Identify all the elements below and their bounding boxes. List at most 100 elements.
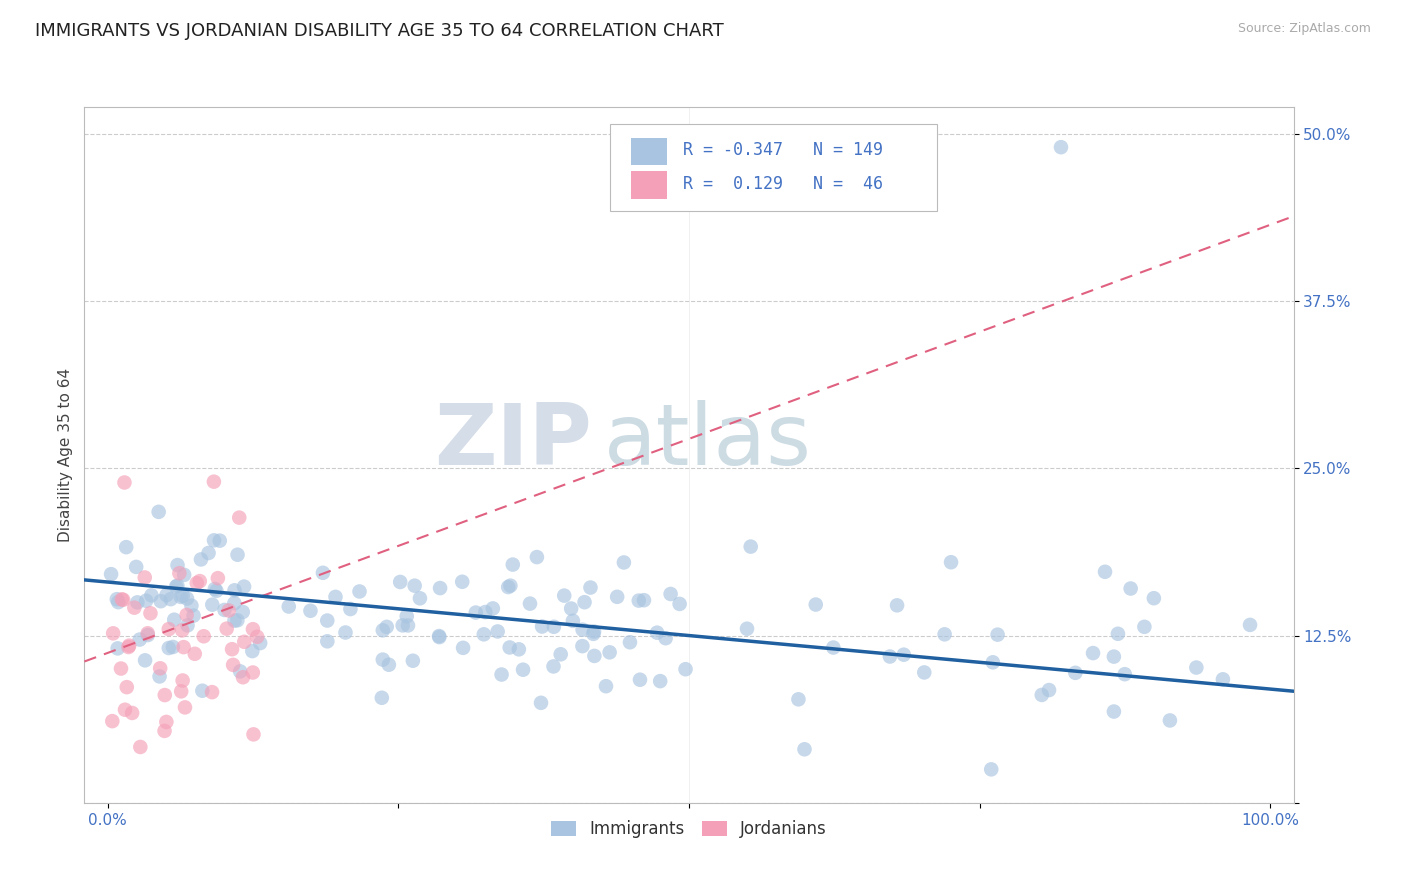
Point bbox=[172, 624, 194, 638]
Point bbox=[316, 614, 339, 628]
Point bbox=[233, 635, 256, 649]
Point bbox=[153, 688, 176, 702]
Bar bbox=[631, 137, 668, 166]
Text: R =  0.129   N =  46: R = 0.129 N = 46 bbox=[683, 175, 883, 193]
Point bbox=[502, 558, 524, 572]
Point bbox=[124, 600, 146, 615]
Point bbox=[472, 627, 495, 641]
Point bbox=[165, 580, 187, 594]
Point bbox=[325, 590, 347, 604]
Point bbox=[395, 609, 418, 624]
Point bbox=[105, 592, 128, 607]
Point bbox=[1081, 646, 1104, 660]
Point bbox=[668, 597, 690, 611]
Point bbox=[148, 669, 170, 683]
Point bbox=[560, 601, 582, 615]
Point bbox=[166, 579, 188, 593]
Point bbox=[1133, 620, 1156, 634]
Point bbox=[1038, 683, 1060, 698]
Point bbox=[1185, 660, 1208, 674]
Point bbox=[599, 645, 621, 659]
Point bbox=[543, 659, 565, 673]
Point bbox=[228, 510, 250, 524]
Point bbox=[121, 706, 143, 720]
Point bbox=[166, 558, 188, 573]
Point bbox=[530, 696, 553, 710]
Point bbox=[107, 641, 129, 656]
Point bbox=[277, 599, 299, 614]
Point bbox=[207, 571, 229, 585]
Point bbox=[215, 622, 238, 636]
Point bbox=[112, 592, 135, 607]
Point bbox=[169, 590, 191, 604]
Point bbox=[155, 588, 177, 602]
Point bbox=[912, 665, 935, 680]
Point bbox=[170, 684, 193, 698]
Point bbox=[499, 579, 522, 593]
Point bbox=[1102, 705, 1125, 719]
Point bbox=[226, 548, 249, 562]
Point bbox=[375, 620, 398, 634]
Point bbox=[184, 647, 207, 661]
Point bbox=[650, 674, 672, 689]
Point bbox=[157, 640, 180, 655]
Point bbox=[579, 581, 602, 595]
Point bbox=[981, 655, 1004, 669]
Point bbox=[396, 618, 419, 632]
Point bbox=[240, 644, 263, 658]
Point bbox=[229, 665, 252, 679]
Point bbox=[1031, 688, 1053, 702]
Point bbox=[606, 590, 628, 604]
Point bbox=[202, 475, 225, 489]
Point bbox=[190, 552, 212, 566]
Point bbox=[242, 665, 264, 680]
Point bbox=[491, 667, 513, 681]
Point bbox=[129, 739, 152, 754]
Point bbox=[148, 505, 170, 519]
Point bbox=[214, 603, 236, 617]
Point bbox=[427, 629, 450, 643]
Point bbox=[224, 583, 246, 598]
Point bbox=[191, 683, 214, 698]
Point bbox=[193, 629, 215, 643]
Point bbox=[183, 608, 205, 623]
Point bbox=[429, 581, 451, 595]
Point bbox=[627, 593, 650, 607]
Point bbox=[233, 580, 256, 594]
Point bbox=[474, 605, 496, 619]
Point bbox=[149, 661, 172, 675]
FancyBboxPatch shape bbox=[610, 124, 936, 211]
Point bbox=[571, 639, 593, 653]
Point bbox=[316, 634, 339, 648]
Text: Source: ZipAtlas.com: Source: ZipAtlas.com bbox=[1237, 22, 1371, 36]
Point bbox=[222, 657, 245, 672]
Point bbox=[335, 625, 357, 640]
Point bbox=[389, 574, 412, 589]
Point bbox=[197, 546, 219, 560]
Point bbox=[201, 598, 224, 612]
Point bbox=[117, 640, 139, 654]
Point bbox=[451, 574, 474, 589]
Point bbox=[312, 566, 335, 580]
Point bbox=[349, 584, 371, 599]
Point bbox=[893, 648, 915, 662]
Point bbox=[645, 625, 668, 640]
Point bbox=[136, 628, 159, 642]
Point bbox=[886, 599, 908, 613]
Point bbox=[232, 605, 254, 619]
Point bbox=[1239, 618, 1261, 632]
Point bbox=[628, 673, 651, 687]
Point bbox=[654, 631, 676, 645]
Point bbox=[128, 632, 150, 647]
Point bbox=[127, 595, 149, 609]
Point bbox=[1114, 667, 1136, 681]
Point bbox=[486, 624, 509, 639]
Point bbox=[980, 762, 1002, 776]
Point bbox=[208, 533, 231, 548]
Point bbox=[226, 613, 249, 627]
Point bbox=[224, 614, 246, 628]
Point bbox=[246, 630, 269, 644]
Point bbox=[451, 640, 474, 655]
Point bbox=[299, 604, 322, 618]
Point bbox=[1064, 665, 1087, 680]
